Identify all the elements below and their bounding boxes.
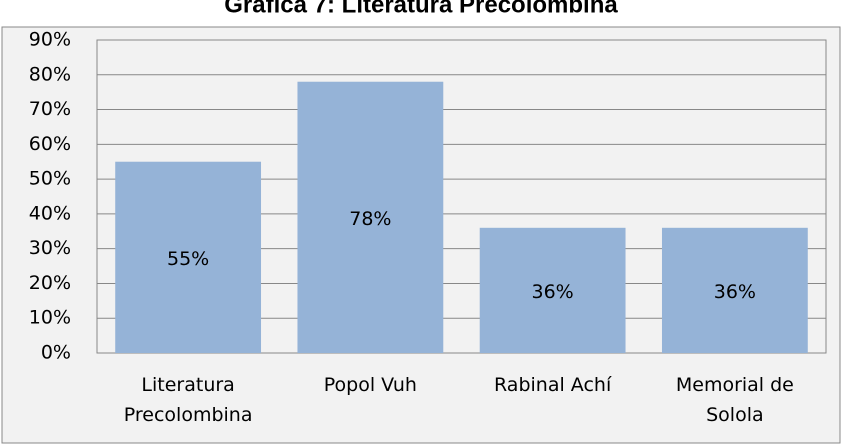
y-tick-label: 30% (29, 237, 71, 259)
x-tick-label: Rabinal Achí (494, 374, 612, 396)
x-tick-label: Literatura Precolombina (123, 374, 253, 426)
bar (115, 161, 262, 353)
y-tick-label: 10% (29, 307, 71, 329)
y-tick-label: 40% (29, 202, 71, 224)
y-tick-label: 60% (29, 133, 71, 155)
y-tick-label: 20% (29, 272, 71, 294)
y-tick-label: 50% (29, 168, 71, 190)
value-label: 36% (532, 281, 574, 303)
y-tick-label: 80% (29, 63, 71, 85)
x-tick-label: Popol Vuh (323, 374, 417, 396)
bar (661, 227, 808, 353)
y-tick-label: 90% (29, 29, 71, 51)
value-label: 55% (167, 248, 209, 270)
x-tick-label: Memorial de Solola (675, 374, 794, 426)
y-tick-label: 0% (41, 342, 71, 364)
chart-title: Grafica 7: Literatura Precolombina (224, 0, 618, 18)
value-label: 78% (349, 208, 391, 230)
value-label: 36% (714, 281, 756, 303)
bar (297, 81, 444, 353)
bar (479, 227, 626, 353)
y-tick-label: 70% (29, 98, 71, 120)
